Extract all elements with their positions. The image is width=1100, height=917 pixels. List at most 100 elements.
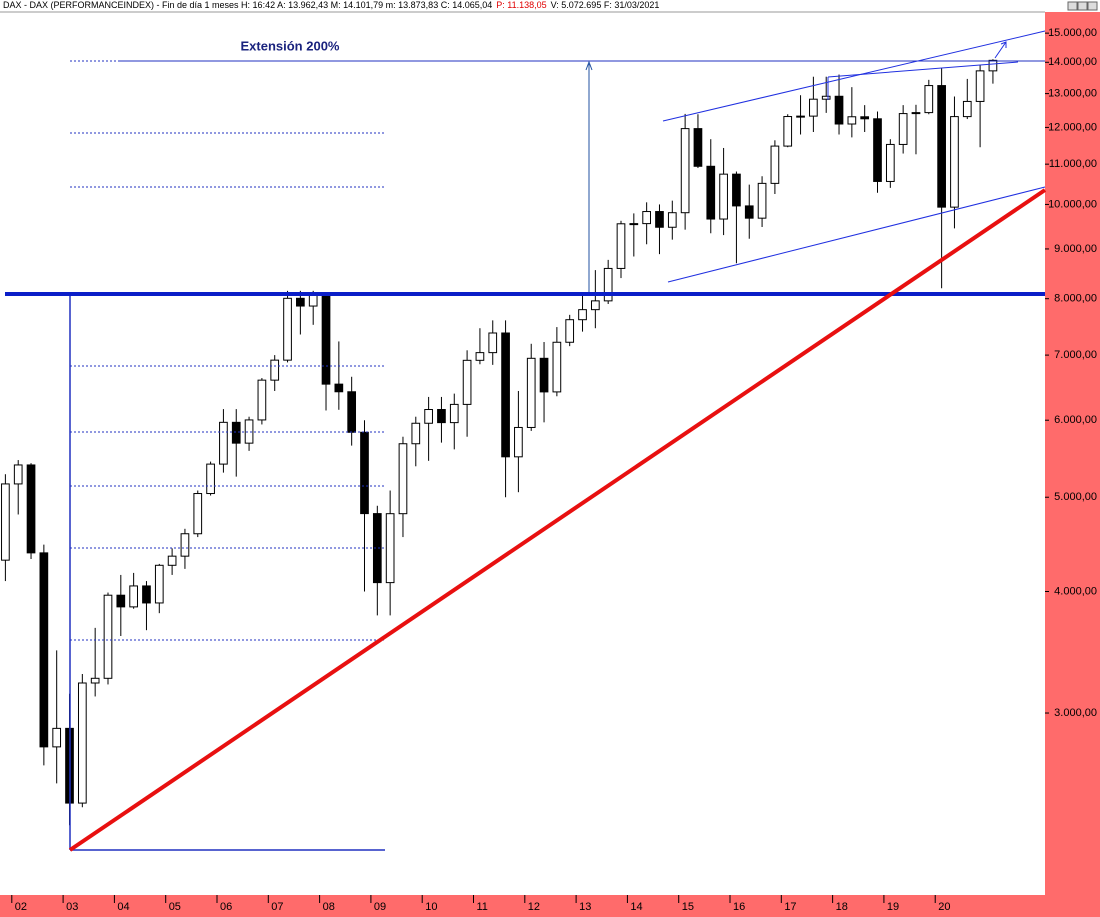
- candle-body: [796, 115, 805, 118]
- candle-body: [873, 118, 882, 182]
- candle-body: [757, 182, 767, 219]
- window-buttons[interactable]: [1067, 1, 1098, 11]
- y-tick-label: 9.000,00: [1054, 243, 1097, 255]
- candle-body: [911, 112, 921, 115]
- y-tick-label: 15.000,00: [1048, 27, 1097, 39]
- candle-body: [296, 297, 305, 307]
- candle-body: [629, 223, 639, 226]
- candle-body: [334, 383, 344, 393]
- candle-body: [77, 682, 87, 804]
- candle-body: [706, 165, 716, 220]
- annotation: Extensión 200%: [241, 38, 340, 53]
- y-tick-label: 10.000,00: [1048, 198, 1097, 210]
- candle-body: [924, 85, 934, 114]
- breakout-arrow: [994, 41, 1007, 59]
- candle-body: [424, 409, 433, 424]
- y-tick-label: 7.000,00: [1054, 349, 1097, 361]
- candle-body: [167, 555, 177, 566]
- drawings: [5, 30, 1047, 852]
- candle-body: [937, 85, 946, 208]
- candle-body: [539, 357, 549, 393]
- close[interactable]: [1087, 1, 1098, 11]
- candle-body: [809, 98, 818, 117]
- candle-body: [488, 332, 498, 354]
- candle-body: [321, 294, 331, 385]
- candle-body: [821, 95, 831, 100]
- x-tick-label: 13: [579, 901, 591, 913]
- candle-body: [475, 352, 485, 361]
- y-axis-panel: [1045, 12, 1100, 895]
- candle-body: [898, 113, 908, 145]
- candle-body: [514, 426, 523, 458]
- candle-body: [783, 116, 793, 147]
- candle-body: [283, 297, 292, 361]
- candle-body: [680, 128, 690, 214]
- candle-body: [642, 211, 651, 225]
- minimize[interactable]: [1067, 1, 1078, 11]
- channel-bottom: [667, 186, 1046, 283]
- candle-body: [270, 359, 280, 381]
- x-tick-label: 18: [836, 901, 848, 913]
- x-tick-label: 16: [733, 901, 745, 913]
- x-tick-label: 08: [323, 901, 335, 913]
- x-tick-label: 14: [630, 901, 642, 913]
- candle-body: [501, 332, 510, 458]
- resistance-line: [827, 61, 1019, 78]
- x-tick-label: 04: [117, 901, 129, 913]
- y-tick-label: 13.000,00: [1048, 88, 1097, 100]
- candle-body: [308, 294, 318, 307]
- candle-body: [860, 116, 870, 120]
- x-tick-label: 09: [374, 901, 386, 913]
- x-tick-label: 12: [528, 901, 540, 913]
- x-tick-label: 10: [425, 901, 437, 913]
- candle-body: [449, 403, 459, 424]
- candle-body: [154, 564, 164, 604]
- header-tail: V: 5.072.695 F: 31/03/2021: [551, 0, 660, 10]
- candle-body: [1, 483, 10, 561]
- candle-body: [398, 443, 408, 515]
- x-axis-panel: [0, 895, 1100, 917]
- candle-body: [129, 585, 138, 608]
- trend-line: [68, 188, 1047, 852]
- header-highlight: P: 11.138,05: [496, 0, 546, 10]
- candle-body: [231, 421, 241, 444]
- candle-body: [885, 143, 895, 182]
- candle-body: [360, 431, 369, 515]
- x-tick-label: 20: [938, 901, 950, 913]
- candle-body: [744, 205, 754, 219]
- candle-body: [950, 116, 959, 208]
- candle-body: [257, 379, 267, 421]
- candle-body: [90, 677, 100, 684]
- candle-body: [732, 173, 741, 207]
- candle-body: [206, 463, 215, 495]
- candle-body: [13, 464, 23, 485]
- candle-body: [142, 585, 151, 604]
- candle-body: [988, 59, 998, 72]
- header-text: DAX - DAX (PERFORMANCEINDEX) - Fin de dí…: [3, 0, 492, 10]
- y-tick-label: 8.000,00: [1054, 293, 1097, 305]
- candle-body: [565, 319, 575, 343]
- candle-body: [552, 341, 562, 393]
- y-tick-label: 6.000,00: [1054, 414, 1097, 426]
- candle-body: [526, 357, 536, 428]
- maximize[interactable]: [1077, 1, 1088, 11]
- candle-body: [193, 493, 203, 535]
- candle-body: [770, 145, 780, 184]
- candle-body: [372, 513, 382, 584]
- y-tick-label: 14.000,00: [1048, 56, 1097, 68]
- channel-top: [662, 30, 1046, 122]
- candle-body: [180, 533, 190, 557]
- x-tick-label: 19: [887, 901, 899, 913]
- candle-body: [219, 421, 228, 465]
- candle-body: [667, 212, 677, 228]
- candle-body: [26, 464, 36, 554]
- candle-body: [347, 391, 357, 433]
- candle-body: [244, 419, 254, 444]
- y-tick-label: 5.000,00: [1054, 491, 1097, 503]
- candle-body: [462, 359, 472, 405]
- candle-body: [719, 173, 728, 220]
- x-tick-label: 05: [169, 901, 181, 913]
- x-tick-label: 03: [66, 901, 78, 913]
